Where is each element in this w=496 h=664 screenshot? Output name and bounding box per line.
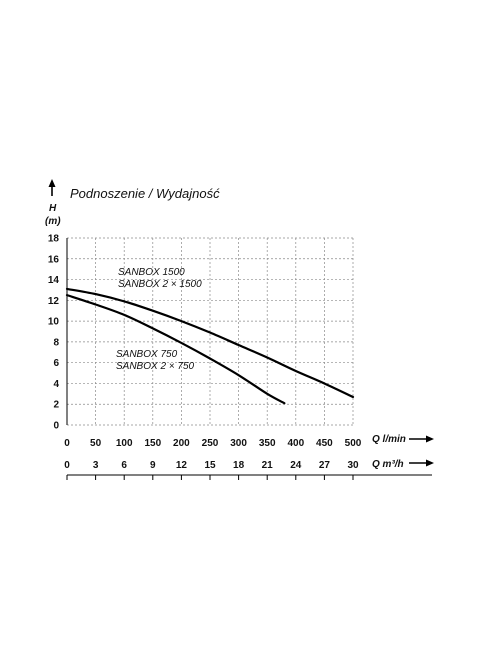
x-axis-arrow-icon <box>426 435 434 443</box>
y-axis-header: H (m) <box>45 179 61 227</box>
x2-tick-label: 30 <box>347 460 359 471</box>
x-axis-label: Q l/min <box>372 434 406 445</box>
y-tick-label: 4 <box>53 379 59 390</box>
x-tick-label: 300 <box>230 438 247 449</box>
y-axis-unit: (m) <box>45 216 61 227</box>
y-tick-label: 16 <box>48 254 60 265</box>
x2-axis-arrow-icon <box>426 459 434 467</box>
y-tick-labels: 0 2 4 6 8 10 12 14 16 18 <box>48 234 60 432</box>
x-tick-label: 50 <box>90 438 102 449</box>
y-tick-label: 12 <box>48 296 60 307</box>
x-tick-label: 350 <box>259 438 276 449</box>
x2-tick-label: 24 <box>290 460 302 471</box>
x2-tick-label: 12 <box>176 460 188 471</box>
x-tick-label: 150 <box>144 438 161 449</box>
series-lines <box>65 287 355 405</box>
x2-axis-label: Q m³/h <box>372 459 404 470</box>
x-tick-label: 500 <box>345 438 362 449</box>
x-tick-label: 0 <box>64 438 70 449</box>
x-tick-label: 200 <box>173 438 190 449</box>
x2-tick-label: 18 <box>233 460 245 471</box>
y-axis-label: H <box>49 203 57 214</box>
y-tick-label: 18 <box>48 234 60 245</box>
series-label-2x750: SANBOX 2 × 750 <box>116 361 195 372</box>
x2-tick-label: 0 <box>64 460 70 471</box>
y-tick-label: 14 <box>48 275 60 286</box>
y-tick-label: 6 <box>53 358 59 369</box>
series-labels: SANBOX 1500 SANBOX 2 × 1500 SANBOX 750 S… <box>116 267 202 372</box>
x2-tick-label: 27 <box>319 460 331 471</box>
x2-tick-label: 9 <box>150 460 156 471</box>
y-tick-label: 8 <box>53 337 59 348</box>
x-tick-label: 400 <box>287 438 304 449</box>
series-label-750: SANBOX 750 <box>116 349 178 360</box>
y-tick-label: 10 <box>48 317 60 328</box>
x-tick-labels: 0 50 100 150 200 250 300 350 400 450 500 <box>64 438 362 449</box>
series-line-sanbox-750 <box>65 294 286 405</box>
series-label-2x1500: SANBOX 2 × 1500 <box>118 279 202 290</box>
x2-tick-label: 6 <box>121 460 127 471</box>
y-tick-label: 0 <box>53 421 59 432</box>
x-tick-label: 250 <box>202 438 219 449</box>
x-tick-label: 450 <box>316 438 333 449</box>
series-line-sanbox-1500 <box>65 287 355 399</box>
x-axis-header: Q l/min Q m³/h <box>372 434 434 470</box>
x2-tick-labels: 0 3 6 9 12 15 18 21 24 27 30 <box>64 460 359 480</box>
series-label-1500: SANBOX 1500 <box>118 267 185 278</box>
y-axis-arrow-icon <box>48 179 56 187</box>
x2-tick-label: 21 <box>262 460 274 471</box>
chart-title: Podnoszenie / Wydajność <box>70 186 220 201</box>
x2-tick-label: 3 <box>93 460 99 471</box>
x2-tick-label: 15 <box>204 460 216 471</box>
y-tick-label: 2 <box>53 400 59 411</box>
chart-title-group: Podnoszenie / Wydajność <box>70 186 220 201</box>
x-tick-label: 100 <box>116 438 133 449</box>
